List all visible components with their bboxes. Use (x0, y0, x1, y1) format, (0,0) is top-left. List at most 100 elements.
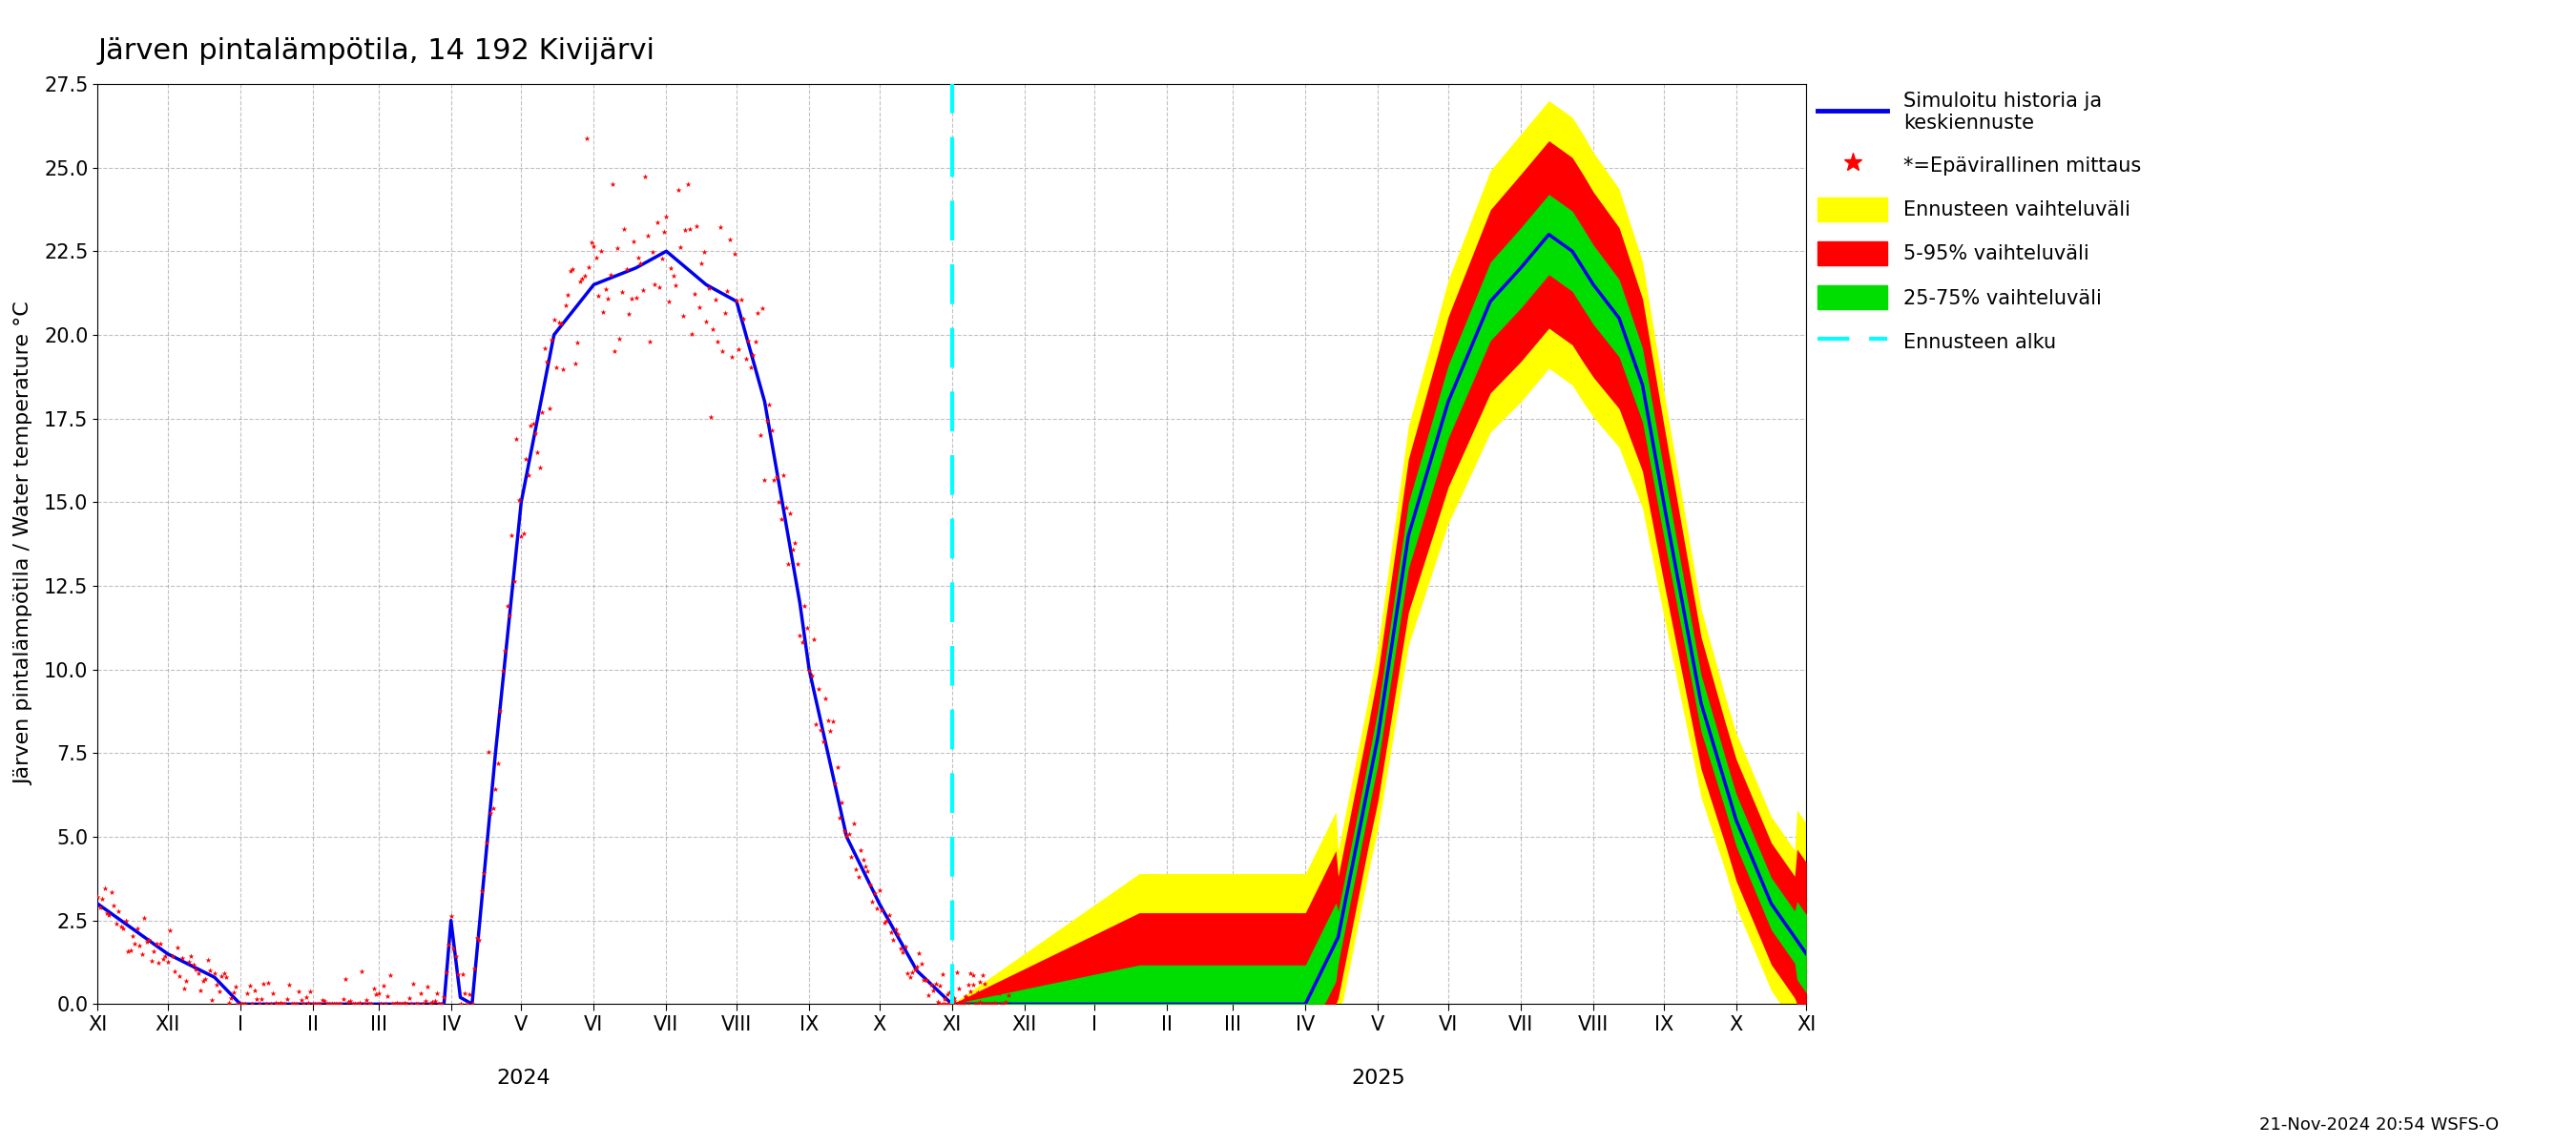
Point (894, 961, 935, 979)
Point (397, 995, 438, 1013)
Point (229, 977, 270, 995)
Point (976, 995, 1018, 1013)
Point (629, 332, 670, 350)
Point (88, 906, 129, 924)
Point (876, 921, 917, 939)
Point (137, 954, 178, 972)
Point (752, 421, 793, 440)
Point (824, 822, 866, 840)
Point (178, 964, 219, 982)
Point (214, 984, 255, 1002)
Point (778, 626, 819, 645)
Point (407, 978, 448, 996)
Point (307, 995, 348, 1013)
Point (829, 848, 871, 867)
Point (757, 492, 799, 511)
Point (922, 965, 963, 984)
Point (739, 426, 781, 444)
Point (456, 930, 497, 948)
Point (77, 887, 118, 906)
Text: 21-Nov-2024 20:54 WSFS-O: 21-Nov-2024 20:54 WSFS-O (2259, 1116, 2499, 1134)
Point (693, 321, 734, 339)
Point (842, 851, 884, 869)
Point (438, 965, 479, 984)
Point (935, 964, 976, 982)
Point (732, 346, 773, 364)
Point (943, 995, 984, 1013)
Point (497, 429, 538, 448)
Point (430, 907, 471, 925)
Point (260, 994, 301, 1012)
Point (343, 995, 384, 1013)
Point (108, 942, 149, 961)
Point (592, 175, 634, 194)
Point (510, 417, 551, 435)
Point (920, 995, 961, 1013)
Point (144, 947, 185, 965)
Point (337, 995, 379, 1013)
Point (690, 409, 732, 427)
Point (701, 218, 742, 236)
Point (309, 995, 350, 1013)
Point (850, 876, 891, 894)
Point (118, 937, 160, 955)
Point (209, 994, 250, 1012)
Point (536, 358, 577, 377)
Point (240, 995, 281, 1013)
Point (538, 314, 580, 332)
Point (940, 995, 981, 1013)
Point (907, 971, 948, 989)
Point (124, 908, 165, 926)
Point (569, 259, 611, 277)
Point (912, 981, 953, 1000)
Point (103, 919, 144, 938)
Point (672, 325, 714, 344)
Point (574, 237, 616, 255)
Point (943, 995, 984, 1013)
Point (224, 995, 265, 1013)
Point (945, 987, 987, 1005)
Point (343, 962, 384, 980)
Point (981, 995, 1023, 1013)
Point (137, 934, 178, 953)
Point (149, 921, 191, 939)
Point (696, 291, 737, 309)
Point (608, 305, 649, 323)
Point (574, 248, 616, 267)
Point (265, 995, 307, 1013)
Point (948, 976, 989, 994)
Text: 2025: 2025 (1350, 1068, 1404, 1088)
Point (953, 976, 994, 994)
Point (582, 302, 623, 321)
Point (716, 292, 757, 310)
Point (909, 976, 951, 994)
Point (636, 213, 677, 231)
Point (711, 347, 752, 365)
Point (317, 995, 358, 1013)
Point (935, 995, 976, 1013)
Point (479, 702, 520, 720)
Point (567, 129, 608, 148)
Point (549, 261, 590, 279)
Point (938, 994, 979, 1012)
Point (294, 995, 335, 1013)
Point (804, 689, 845, 708)
Point (440, 995, 482, 1013)
Point (394, 974, 435, 993)
Point (518, 443, 559, 461)
Point (435, 947, 477, 965)
Point (283, 995, 325, 1013)
Point (855, 884, 896, 902)
Point (667, 174, 708, 192)
Point (806, 711, 848, 729)
Point (95, 914, 137, 932)
Point (726, 349, 768, 368)
Point (659, 237, 701, 255)
Point (278, 982, 319, 1001)
Point (577, 286, 618, 305)
Point (835, 860, 876, 878)
Point (113, 934, 155, 953)
Point (683, 243, 724, 261)
Point (425, 963, 466, 981)
Point (417, 985, 459, 1003)
